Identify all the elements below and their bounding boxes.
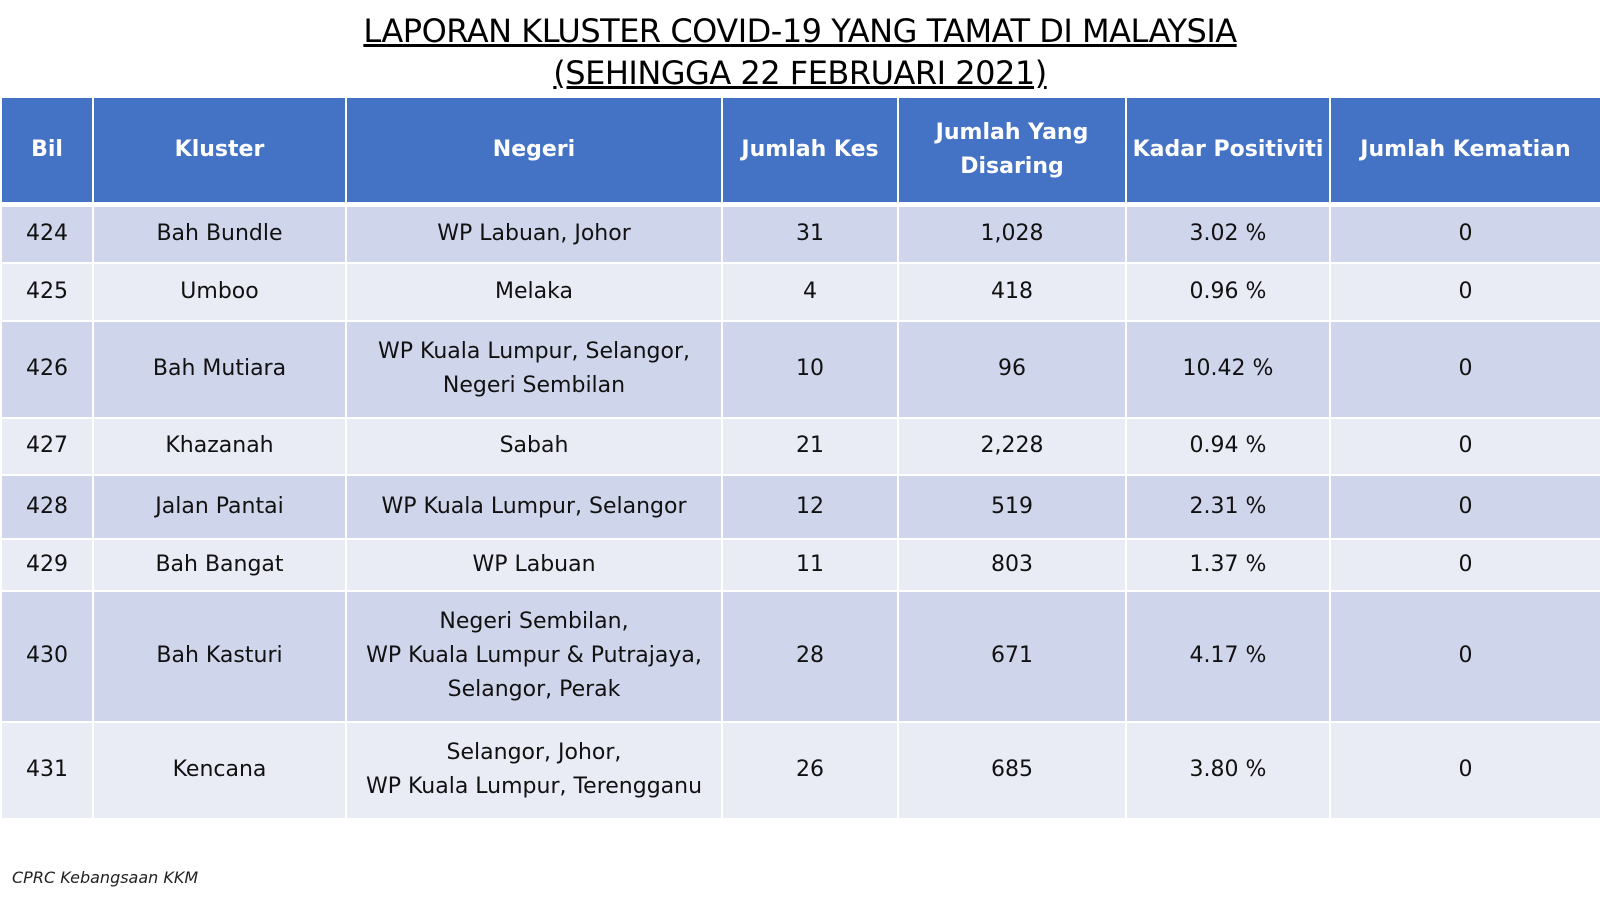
- table-cell: 425: [0, 261, 94, 322]
- table-cell: 1.37 %: [1125, 537, 1331, 592]
- table-cell: 1,028: [897, 203, 1127, 264]
- table-row: 426 Bah Mutiara WP Kuala Lumpur, Selangor,…: [0, 319, 1600, 419]
- cell-line: WP Kuala Lumpur, Selangor: [381, 493, 687, 519]
- cell-line: Selangor, Perak: [447, 677, 621, 702]
- column-header: Jumlah Kes: [721, 96, 899, 207]
- table-cell: 803: [897, 537, 1127, 592]
- table-cell: 0: [1329, 473, 1600, 540]
- table-row: 429 Bah Bangat WP Labuan 11 803 1.37 % 0: [0, 537, 1600, 592]
- table-cell: 2.31 %: [1125, 473, 1331, 540]
- table-cell: 424: [0, 203, 94, 264]
- table-cell: 10.42 %: [1125, 319, 1331, 419]
- table-row: 427 Khazanah Sabah 21 2,228 0.94 % 0: [0, 416, 1600, 476]
- cell-line: WP Labuan, Johor: [437, 221, 631, 247]
- table-cell: Kencana: [92, 720, 347, 820]
- cell-line: Negeri Sembilan,: [439, 609, 629, 634]
- column-header: Jumlah Kematian: [1329, 96, 1600, 207]
- table-cell: 429: [0, 537, 94, 592]
- table-cell: 0: [1329, 720, 1600, 820]
- table-cell: 28: [721, 589, 899, 723]
- table-cell: 0: [1329, 319, 1600, 419]
- table-cell: WP Labuan, Johor: [345, 203, 723, 264]
- title-line: (SEHINGGA 22 FEBRUARI 2021): [553, 54, 1047, 92]
- table-cell: Bah Bundle: [92, 203, 347, 264]
- cell-line: Selangor, Johor,: [446, 740, 622, 765]
- column-header: Jumlah Yang Disaring: [897, 96, 1127, 207]
- table-cell: Selangor, Johor, WP Kuala Lumpur, Terengg…: [345, 720, 723, 820]
- table-cell: Sabah: [345, 416, 723, 476]
- table-row: 425 Umboo Melaka 4 418 0.96 % 0: [0, 261, 1600, 322]
- cell-line: WP Labuan: [472, 551, 596, 577]
- table-cell: Bah Mutiara: [92, 319, 347, 419]
- cell-line: Sabah: [499, 433, 569, 458]
- table-cell: 96: [897, 319, 1127, 419]
- table-cell: 21: [721, 416, 899, 476]
- table-cell: 671: [897, 589, 1127, 723]
- table-cell: 4.17 %: [1125, 589, 1331, 723]
- cell-line: WP Kuala Lumpur, Selangor,: [377, 339, 691, 364]
- cell-line: WP Kuala Lumpur, Terengganu: [365, 774, 703, 799]
- table-cell: 427: [0, 416, 94, 476]
- column-header: Kadar Positiviti: [1125, 96, 1331, 207]
- column-header: Negeri: [345, 96, 723, 207]
- table-cell: 0: [1329, 416, 1600, 476]
- table-cell: 519: [897, 473, 1127, 540]
- table-cell: 685: [897, 720, 1127, 820]
- cluster-table: Bil Kluster Negeri Jumlah Kes Jumlah Yang Di…: [0, 96, 1600, 820]
- table-cell: Umboo: [92, 261, 347, 322]
- table-cell: 0: [1329, 261, 1600, 322]
- table-cell: 0.96 %: [1125, 261, 1331, 322]
- table-cell: 4: [721, 261, 899, 322]
- table-cell: 31: [721, 203, 899, 264]
- title: LAPORAN KLUSTER COVID-19 YANG TAMAT DI M…: [0, 0, 1600, 96]
- cell-line: Melaka: [495, 278, 573, 304]
- table-body: 424 Bah Bundle WP Labuan, Johor 31 1,028 3.02…: [0, 203, 1600, 820]
- table-cell: Jalan Pantai: [92, 473, 347, 540]
- table-cell: WP Kuala Lumpur, Selangor, Negeri Sembila…: [345, 319, 723, 419]
- table-cell: WP Kuala Lumpur, Selangor: [345, 473, 723, 540]
- table-cell: Negeri Sembilan, WP Kuala Lumpur & Putraj…: [345, 589, 723, 723]
- table-cell: Bah Kasturi: [92, 589, 347, 723]
- table-cell: 2,228: [897, 416, 1127, 476]
- table-cell: 11: [721, 537, 899, 592]
- table-cell: 3.02 %: [1125, 203, 1331, 264]
- table-row: 431 Kencana Selangor, Johor, WP Kuala Lumpu…: [0, 720, 1600, 820]
- table-row: 428 Jalan Pantai WP Kuala Lumpur, Selangor…: [0, 473, 1600, 540]
- table-cell: 26: [721, 720, 899, 820]
- table-cell: 430: [0, 589, 94, 723]
- table-cell: 418: [897, 261, 1127, 322]
- table-row: 430 Bah Kasturi Negeri Sembilan, WP Kuala L…: [0, 589, 1600, 723]
- column-header: Kluster: [92, 96, 347, 207]
- table-cell: 10: [721, 319, 899, 419]
- table-cell: 426: [0, 319, 94, 419]
- title-line: LAPORAN KLUSTER COVID-19 YANG TAMAT DI M…: [363, 12, 1237, 50]
- source-note: CPRC Kebangsaan KKM: [12, 868, 199, 887]
- table-cell: 0.94 %: [1125, 416, 1331, 476]
- header-row: Bil Kluster Negeri Jumlah Kes Jumlah Yang Di…: [0, 96, 1600, 207]
- table-cell: 12: [721, 473, 899, 540]
- table-cell: 431: [0, 720, 94, 820]
- table-cell: Melaka: [345, 261, 723, 322]
- table-cell: 428: [0, 473, 94, 540]
- cell-line: WP Kuala Lumpur & Putrajaya,: [366, 643, 702, 668]
- table-row: 424 Bah Bundle WP Labuan, Johor 31 1,028 3.02…: [0, 203, 1600, 264]
- table-cell: WP Labuan: [345, 537, 723, 592]
- table-cell: 0: [1329, 537, 1600, 592]
- table-cell: 0: [1329, 589, 1600, 723]
- column-header: Bil: [0, 96, 94, 207]
- table-cell: 0: [1329, 203, 1600, 264]
- table-cell: Bah Bangat: [92, 537, 347, 592]
- table-cell: Khazanah: [92, 416, 347, 476]
- table-cell: 3.80 %: [1125, 720, 1331, 820]
- cell-line: Negeri Sembilan: [442, 373, 626, 398]
